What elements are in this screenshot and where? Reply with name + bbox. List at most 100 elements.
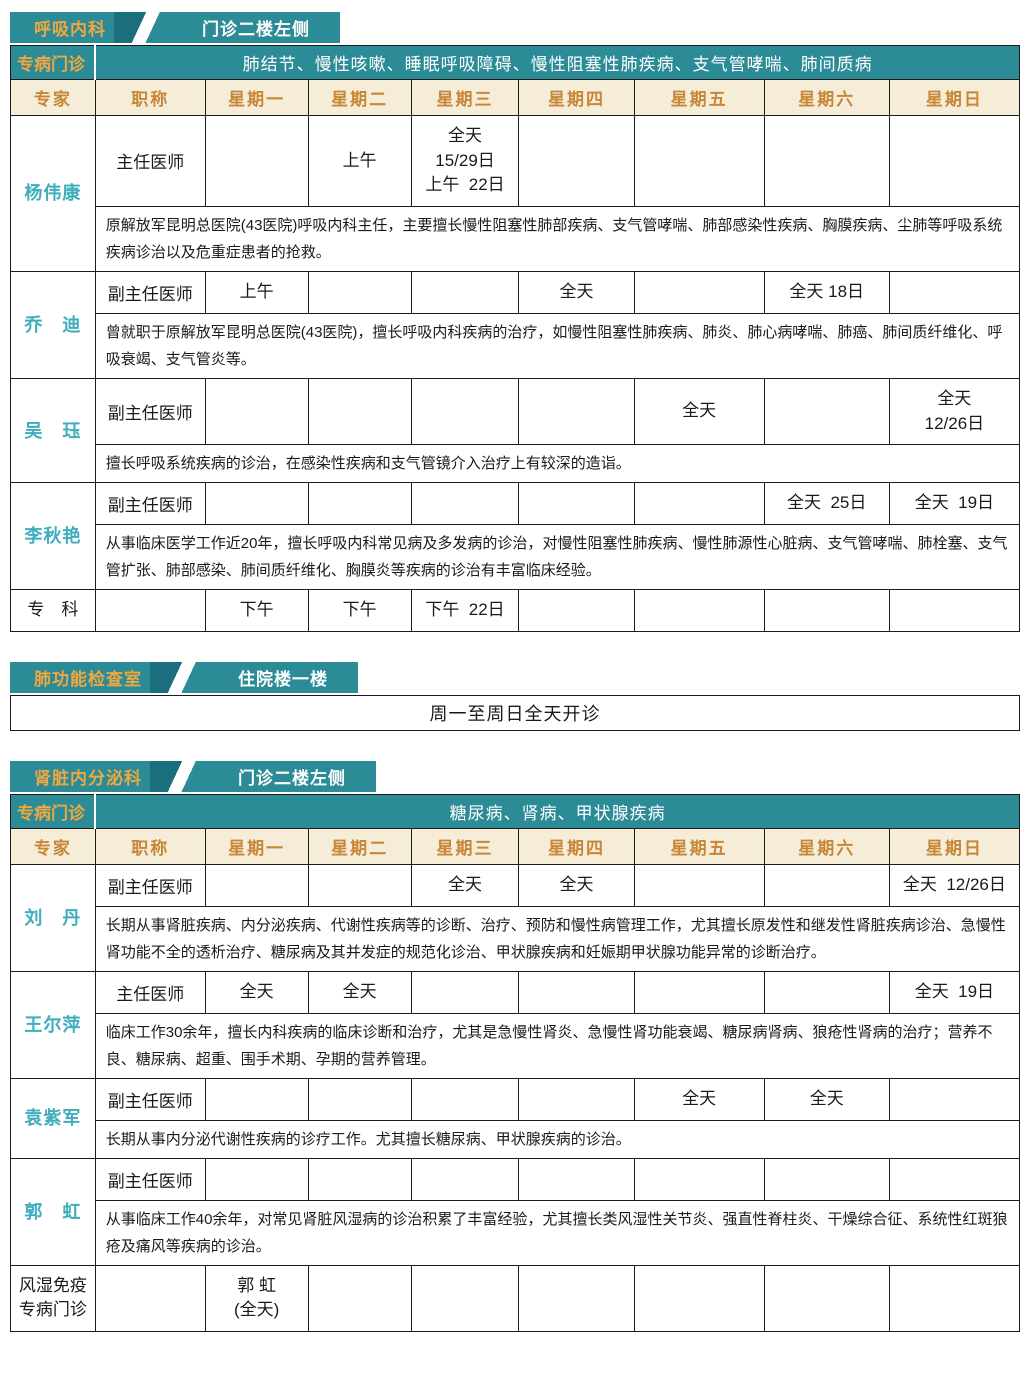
schedule-day-cell — [518, 1157, 635, 1201]
special-clinic-diseases: 糖尿病、肾病、甲状腺疾病 — [94, 793, 1021, 829]
doctor-bio: 擅长呼吸系统疾病的诊治，在感染性疾病和支气管镜介入治疗上有较深的造诣。 — [94, 444, 1021, 484]
doctor-name: 郭 虹 — [10, 1157, 96, 1266]
doctor-title: 副主任医师 — [94, 1077, 206, 1121]
schedule-day-cell — [518, 377, 635, 446]
weekday-header-row: 专家 职称 星期一 星期二 星期三 星期四 星期五 星期六 星期日 — [10, 827, 1021, 865]
schedule-day-cell: 上午 — [307, 115, 412, 207]
doctor-bio-row: 原解放军昆明总医院(43医院)呼吸内科主任，主要擅长慢性阻塞性肺部疾病、支气管哮… — [11, 205, 1021, 272]
doctor-schedule-row: 风湿免疫 专病门诊 郭 虹 (全天) — [10, 1264, 1021, 1333]
schedule-day-cell: 下午 — [204, 589, 309, 632]
schedule-day-cell — [518, 1077, 635, 1121]
special-clinic-diseases: 肺结节、慢性咳嗽、睡眠呼吸障碍、慢性阻塞性肺疾病、支气管哮喘、肺间质病 — [94, 45, 1021, 80]
schedule-day-cell — [888, 115, 1021, 207]
schedule-day-cell — [763, 1157, 890, 1201]
schedule-day-cell — [307, 1157, 412, 1201]
schedule-day-cell: 下午 — [307, 589, 412, 632]
doctor-bio-row: 擅长呼吸系统疾病的诊治，在感染性疾病和支气管镜介入治疗上有较深的造诣。 — [11, 444, 1021, 484]
schedule-day-cell — [518, 589, 635, 632]
department-section: 肺功能检查室 住院楼一楼 周一至周日全天开诊 — [10, 661, 1020, 731]
column-header: 星期六 — [763, 79, 890, 116]
schedule-day-cell — [410, 482, 520, 526]
tab-location: 门诊二楼左侧 — [180, 12, 340, 43]
doctor-schedule-row: 李秋艳 副主任医师 全天 25日 全天 19日 — [10, 482, 1021, 591]
column-header: 星期四 — [518, 79, 635, 116]
doctor-name: 杨伟康 — [10, 115, 96, 272]
schedule-day-cell — [410, 1157, 520, 1201]
weekday-header-row: 专家 职称 星期一 星期二 星期三 星期四 星期五 星期六 星期日 — [10, 79, 1021, 116]
schedule-day-cell — [888, 1077, 1021, 1121]
schedule-day-cell — [410, 1077, 520, 1121]
notice-table: 周一至周日全天开诊 — [10, 694, 1020, 731]
doctor-name: 袁紫军 — [10, 1077, 96, 1159]
doctor-schedule-row: 刘 丹副主任医师 全天 全天 全天 12/26日 — [10, 863, 1021, 972]
schedule-day-cell — [888, 1157, 1021, 1201]
doctor-name: 刘 丹 — [10, 863, 96, 972]
section-tab-ribbon: 肾脏内分泌科 门诊二楼左侧 — [10, 760, 376, 792]
column-header: 星期四 — [518, 827, 635, 865]
doctor-title: 副主任医师 — [94, 863, 206, 907]
schedule-day-cell: 全天 — [307, 970, 412, 1014]
slash-divider-icon — [150, 661, 216, 693]
doctor-title: 副主任医师 — [94, 270, 206, 314]
schedule-day-cell — [307, 270, 412, 314]
doctor-bio-row: 长期从事肾脏疾病、内分泌疾病、代谢性疾病等的诊断、治疗、预防和慢性病管理工作，尤… — [11, 905, 1021, 972]
tab-location: 住院楼一楼 — [216, 661, 358, 693]
column-header: 星期五 — [633, 79, 765, 116]
schedule-day-cell — [633, 863, 765, 907]
schedule-day-cell: 全天 12/26日 — [888, 863, 1021, 907]
schedule-day-cell — [307, 377, 412, 446]
schedule-day-cell — [888, 1264, 1021, 1333]
tab-department: 肾脏内分泌科 — [10, 760, 150, 792]
schedule-table: 专病门诊 肺结节、慢性咳嗽、睡眠呼吸障碍、慢性阻塞性肺疾病、支气管哮喘、肺间质病专… — [10, 45, 1021, 632]
column-header: 星期日 — [888, 79, 1021, 116]
schedule-day-cell: 上午 — [204, 270, 309, 314]
doctor-bio: 原解放军昆明总医院(43医院)呼吸内科主任，主要擅长慢性阻塞性肺部疾病、支气管哮… — [94, 205, 1021, 272]
schedule-day-cell — [518, 1264, 635, 1333]
section-tab-ribbon: 肺功能检查室 住院楼一楼 — [10, 661, 358, 693]
doctor-bio-row: 曾就职于原解放军昆明总医院(43医院)，擅长呼吸内科疾病的治疗，如慢性阻塞性肺疾… — [11, 312, 1021, 379]
schedule-day-cell: 全天 18日 — [763, 270, 890, 314]
schedule-day-cell — [633, 115, 765, 207]
schedule-day-cell: 全天 19日 — [888, 482, 1021, 526]
schedule-day-cell — [410, 970, 520, 1014]
column-header: 星期五 — [633, 827, 765, 865]
doctor-name: 乔 迪 — [10, 270, 96, 379]
doctor-bio: 临床工作30余年，擅长内科疾病的临床诊断和治疗，尤其是急慢性肾炎、急慢性肾功能衰… — [94, 1012, 1021, 1079]
notice-text: 周一至周日全天开诊 — [10, 694, 1020, 731]
schedule-day-cell: 下午 22日 — [410, 589, 520, 632]
schedule-day-cell — [204, 482, 309, 526]
schedule-day-cell: 全天 — [633, 1077, 765, 1121]
doctor-title: 主任医师 — [94, 970, 206, 1014]
schedule-day-cell — [307, 1077, 412, 1121]
schedule-day-cell — [410, 1264, 520, 1333]
department-section: 呼吸内科 门诊二楼左侧 专病门诊 肺结节、慢性咳嗽、睡眠呼吸障碍、慢性阻塞性肺疾病、支… — [10, 12, 1021, 632]
schedule-day-cell — [204, 115, 309, 207]
column-header: 星期三 — [410, 827, 520, 865]
doctor-title — [94, 589, 206, 632]
column-header: 星期二 — [307, 827, 412, 865]
schedule-day-cell — [633, 1264, 765, 1333]
schedule-day-cell: 全天 — [763, 1077, 890, 1121]
schedule-table: 专病门诊 糖尿病、肾病、甲状腺疾病 专家 职称 星期一 星期二 星期三 星期四 星期五 星期六 星期… — [10, 793, 1021, 1333]
schedule-day-cell: 全天 — [633, 377, 765, 446]
schedule-day-cell: 全天 19日 — [888, 970, 1021, 1014]
schedule-day-cell — [633, 589, 765, 632]
schedule-day-cell — [763, 115, 890, 207]
doctor-title — [94, 1264, 206, 1333]
doctor-schedule-row: 袁紫军 副主任医师 全天 全天 — [10, 1077, 1021, 1159]
tab-location: 门诊二楼左侧 — [216, 760, 376, 792]
schedule-day-cell: 全天 12/26日 — [888, 377, 1021, 446]
doctor-name: 吴 珏 — [10, 377, 96, 484]
schedule-day-cell — [204, 863, 309, 907]
doctor-title: 副主任医师 — [94, 1157, 206, 1201]
tab-department: 肺功能检查室 — [10, 661, 150, 693]
tab-department: 呼吸内科 — [10, 12, 114, 43]
column-header: 星期三 — [410, 79, 520, 116]
schedule-day-cell — [518, 115, 635, 207]
schedule-day-cell — [410, 270, 520, 314]
doctor-bio: 长期从事内分泌代谢性疾病的诊疗工作。尤其擅长糖尿病、甲状腺疾病的诊治。 — [94, 1119, 1021, 1159]
schedule-day-cell — [763, 589, 890, 632]
schedule-day-cell — [307, 863, 412, 907]
doctor-bio: 曾就职于原解放军昆明总医院(43医院)，擅长呼吸内科疾病的治疗，如慢性阻塞性肺疾… — [94, 312, 1021, 379]
